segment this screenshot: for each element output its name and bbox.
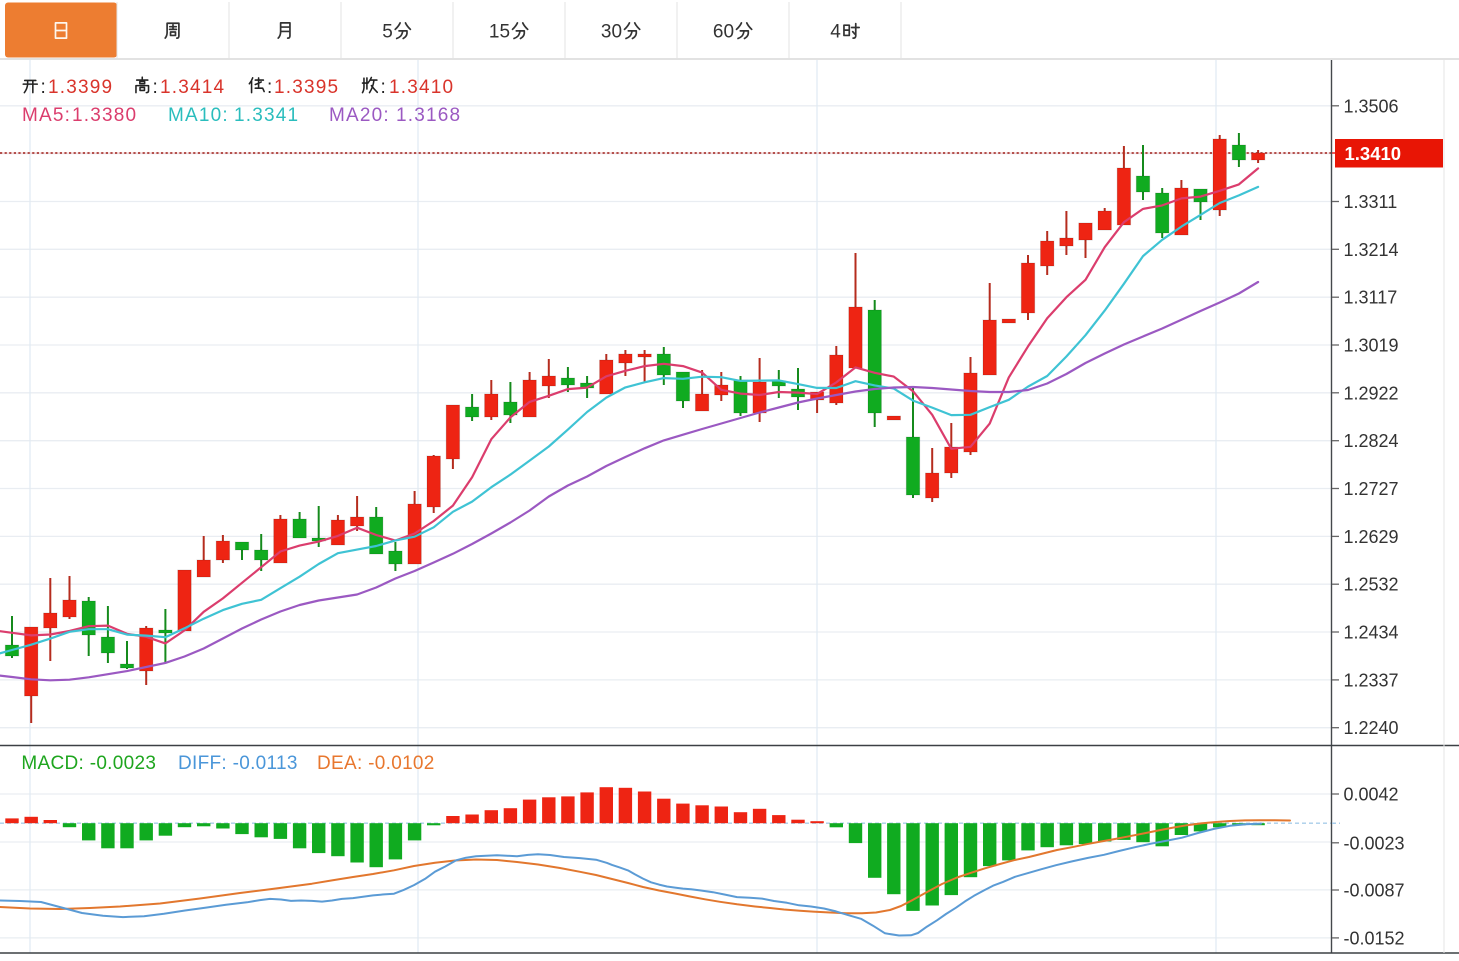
svg-text:1.2824: 1.2824 (1344, 431, 1399, 451)
svg-text:DEA: -0.0102: DEA: -0.0102 (317, 753, 435, 774)
svg-text:1.2629: 1.2629 (1344, 527, 1399, 547)
svg-text:-0.0087: -0.0087 (1344, 881, 1405, 901)
svg-text:30: 30 (601, 22, 622, 43)
svg-text:0.0042: 0.0042 (1344, 785, 1399, 805)
svg-text:1.3506: 1.3506 (1344, 96, 1399, 116)
svg-text:1.3380: 1.3380 (72, 105, 137, 126)
svg-text:1.3341: 1.3341 (234, 105, 299, 126)
svg-text::: : (267, 77, 272, 98)
svg-text:1.3410: 1.3410 (1345, 143, 1402, 164)
svg-text:1.3399: 1.3399 (48, 77, 113, 98)
svg-text:1.2434: 1.2434 (1344, 623, 1399, 643)
svg-text:1.3117: 1.3117 (1344, 288, 1398, 308)
svg-text:5: 5 (382, 22, 393, 43)
svg-text:-0.0152: -0.0152 (1344, 928, 1405, 948)
svg-text:1.3410: 1.3410 (389, 77, 454, 98)
svg-text:1.2337: 1.2337 (1344, 670, 1399, 690)
svg-text:1.3395: 1.3395 (274, 77, 339, 98)
svg-text:1.3414: 1.3414 (160, 77, 225, 98)
svg-text:4: 4 (830, 22, 841, 43)
svg-text:1.3019: 1.3019 (1344, 336, 1399, 356)
svg-text:MA5:: MA5: (22, 105, 71, 126)
svg-text::: : (381, 77, 386, 98)
svg-text:15: 15 (489, 22, 510, 43)
svg-text:60: 60 (713, 22, 734, 43)
svg-text:1.3214: 1.3214 (1344, 240, 1399, 260)
svg-text:1.2727: 1.2727 (1344, 479, 1399, 499)
svg-text:1.2922: 1.2922 (1344, 383, 1399, 403)
svg-text:1.2532: 1.2532 (1344, 575, 1399, 595)
svg-text::: : (153, 77, 158, 98)
svg-text:MACD: -0.0023: MACD: -0.0023 (21, 753, 156, 774)
svg-text:MA20:: MA20: (329, 105, 390, 126)
svg-text:1.2240: 1.2240 (1344, 718, 1399, 738)
svg-text:DIFF: -0.0113: DIFF: -0.0113 (178, 753, 298, 774)
svg-text:1.3168: 1.3168 (396, 105, 461, 126)
svg-text:1.3311: 1.3311 (1344, 192, 1398, 212)
svg-text:MA10:: MA10: (168, 105, 229, 126)
svg-text::: : (41, 77, 46, 98)
svg-text:-0.0023: -0.0023 (1344, 833, 1405, 853)
